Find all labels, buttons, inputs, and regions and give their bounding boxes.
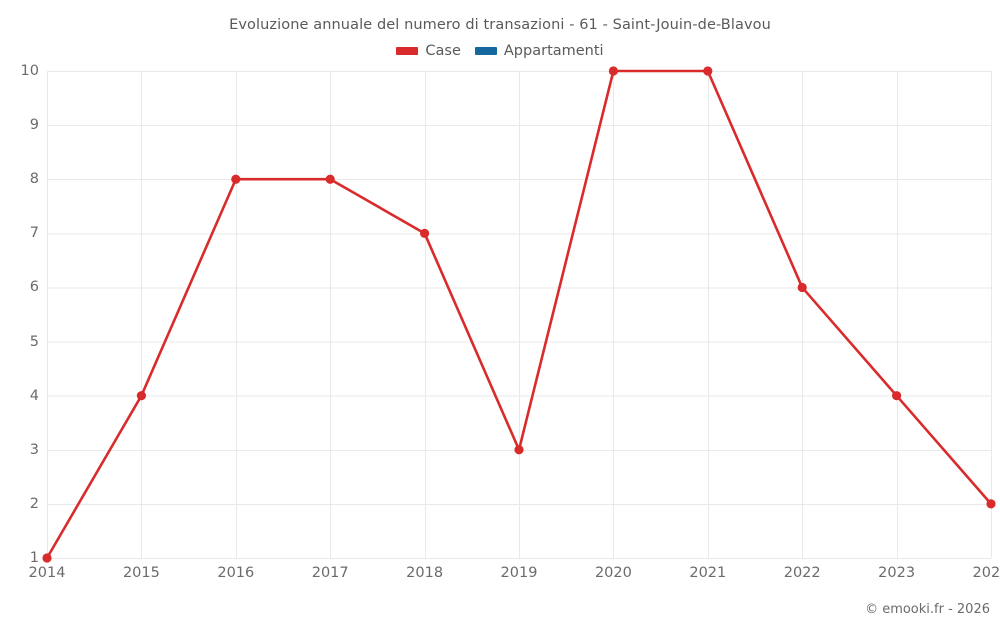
x-axis-tick-label: 2019 <box>500 565 538 581</box>
data-point[interactable] <box>136 391 146 401</box>
x-axis-tick-label: 2022 <box>783 565 821 581</box>
data-point[interactable] <box>797 282 807 293</box>
y-axis-tick-label: 3 <box>29 441 39 458</box>
x-axis-tick-label: 2014 <box>28 565 66 581</box>
x-axis-tick-label: 2023 <box>878 565 916 581</box>
x-axis-tick-label: 2017 <box>311 565 349 581</box>
data-point[interactable] <box>608 66 619 76</box>
y-axis-tick-label: 8 <box>29 170 39 187</box>
chart-legend: Case Appartamenti <box>0 44 1000 59</box>
y-axis-tick-label: 2 <box>29 495 39 512</box>
x-axis-tick-label: 2018 <box>406 565 444 581</box>
chart-title: Evoluzione annuale del numero di transaz… <box>229 17 771 33</box>
chart-series-layer <box>42 66 996 563</box>
y-axis-tick-label: 7 <box>29 225 39 242</box>
legend-item-appartamenti[interactable]: Appartamenti <box>474 43 604 59</box>
x-axis-tick-label: 2024 <box>972 565 1000 581</box>
legend-swatch-appartamenti <box>474 47 497 56</box>
credit-text: © emooki.fr - 2026 <box>865 602 990 617</box>
plot-area <box>42 66 996 563</box>
data-point[interactable] <box>703 66 713 76</box>
chart-gridlines <box>47 71 992 559</box>
data-point[interactable] <box>42 553 52 563</box>
legend-label-appartamenti: Appartamenti <box>503 43 604 59</box>
y-axis: 1 2 3 4 5 6 7 8 9 10 <box>0 64 39 565</box>
x-axis-tick-label: 2021 <box>689 565 727 581</box>
series-line-case <box>45 69 993 560</box>
legend-swatch-case <box>396 47 419 56</box>
data-point[interactable] <box>986 499 996 509</box>
y-axis-tick-label: 9 <box>29 116 39 133</box>
data-point[interactable] <box>420 228 430 238</box>
y-axis-tick-label: 4 <box>29 387 39 404</box>
x-axis-tick-label: 2015 <box>122 565 160 581</box>
x-axis-tick-label: 2016 <box>217 565 255 581</box>
y-axis-tick-label: 1 <box>29 549 39 566</box>
y-axis-tick-label: 10 <box>20 62 39 79</box>
x-axis: 2014 2015 2016 2017 2018 2019 2020 2021 2022 2023… <box>29 565 1000 590</box>
data-point[interactable] <box>325 174 335 184</box>
x-axis-tick-label: 2020 <box>594 565 632 581</box>
legend-item-case[interactable]: Case <box>396 44 461 59</box>
legend-label-case: Case <box>425 43 461 59</box>
data-point[interactable] <box>892 391 902 401</box>
data-point[interactable] <box>514 445 524 455</box>
y-axis-tick-label: 6 <box>29 279 39 296</box>
data-point[interactable] <box>231 174 241 184</box>
y-axis-tick-label: 5 <box>29 333 39 350</box>
